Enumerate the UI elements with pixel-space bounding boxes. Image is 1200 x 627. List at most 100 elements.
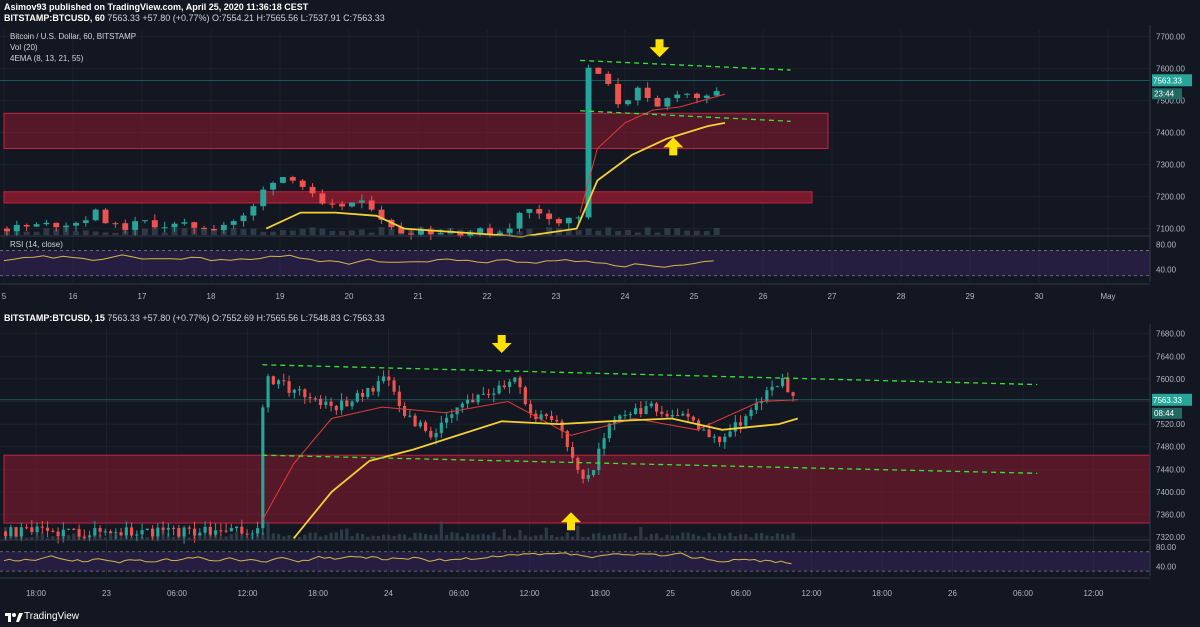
bot-volume-bar xyxy=(586,536,590,540)
bot-candle-body xyxy=(691,416,695,421)
top-candle-body xyxy=(211,228,217,231)
top-candle-body xyxy=(63,225,70,228)
bot-candle-body xyxy=(418,422,422,427)
top-x-tick: 25 xyxy=(690,292,699,301)
bot-volume-bar xyxy=(487,534,491,540)
bottom-symbol: BITSTAMP:BTCUSD, 15 xyxy=(4,313,105,323)
top-candle-body xyxy=(43,222,50,225)
bot-candle-body xyxy=(597,448,601,471)
bot-x-tick: 12:00 xyxy=(237,589,258,598)
top-volume-bar xyxy=(151,227,158,235)
bot-volume-bar xyxy=(203,534,207,540)
bot-candle-body xyxy=(198,532,202,536)
bot-volume-bar xyxy=(319,536,323,540)
bot-y-tick: 7640.00 xyxy=(1156,352,1185,361)
top-volume-bar xyxy=(82,230,89,235)
top-x-tick: 27 xyxy=(828,292,837,301)
top-volume-bar xyxy=(585,228,592,235)
bot-volume-bar xyxy=(103,537,107,540)
bot-candle-body xyxy=(450,414,454,418)
top-legend-item: Bitcoin / U.S. Dollar, 60, BITSTAMP xyxy=(10,32,136,41)
bot-volume-bar xyxy=(744,534,748,540)
bot-y-tick: 7600.00 xyxy=(1156,375,1185,384)
bot-volume-bar xyxy=(565,532,569,540)
bot-volume-bar xyxy=(686,532,690,540)
top-candle-body xyxy=(171,223,178,228)
top-x-tick: 22 xyxy=(483,292,492,301)
top-x-tick: 16 xyxy=(69,292,78,301)
bot-candle-body xyxy=(203,526,207,533)
top-volume-bar xyxy=(625,229,631,235)
top-candle-body xyxy=(536,209,543,214)
top-volume-bar xyxy=(280,229,286,235)
bot-volume-bar xyxy=(350,536,354,540)
bot-volume-bar xyxy=(198,532,202,540)
top-candle-body xyxy=(270,182,277,190)
top-rsi-label: RSI (14, close) xyxy=(10,240,63,249)
top-candle-body xyxy=(398,227,405,234)
bot-x-tick: 18:00 xyxy=(590,589,611,598)
top-candle-body xyxy=(230,221,237,225)
bot-candle-body xyxy=(424,422,428,431)
bot-candle-body xyxy=(555,419,559,422)
bot-candle-body xyxy=(765,390,769,402)
bot-candle-body xyxy=(508,381,512,388)
bot-rsi-tick: 40.00 xyxy=(1156,562,1177,571)
bot-rsi-line xyxy=(3,552,792,565)
bot-candle-body xyxy=(586,475,590,479)
top-volume-bar xyxy=(329,230,336,235)
bot-volume-bar xyxy=(544,527,548,540)
top-volume-bar xyxy=(339,230,346,235)
bot-volume-bar xyxy=(733,536,737,540)
bot-volume-bar xyxy=(691,534,695,540)
top-close: 7563.33 xyxy=(352,13,385,23)
bot-candle-body xyxy=(261,407,265,529)
bot-volume-bar xyxy=(282,536,286,540)
bot-volume-bar xyxy=(345,528,349,540)
top-candle-body xyxy=(102,209,109,224)
top-candle-body xyxy=(329,203,336,205)
bot-volume-bar xyxy=(40,532,44,540)
bot-candle-body xyxy=(208,526,212,535)
bot-volume-bar xyxy=(749,537,753,540)
top-volume-bar xyxy=(33,231,40,235)
top-x-tick: 26 xyxy=(759,292,768,301)
tradingview-brand: TradingView xyxy=(24,611,80,622)
bot-volume-bar xyxy=(644,537,648,540)
bot-volume-bar xyxy=(670,535,674,540)
top-volume-bar xyxy=(546,227,553,235)
bot-volume-bar xyxy=(224,536,228,540)
top-candle-body xyxy=(151,220,158,228)
bot-volume-bar xyxy=(723,535,727,540)
hourly-chart[interactable]: 7700.00 7600.00 7500.00 7400.00 7300.00 7200.… xyxy=(0,25,1200,307)
top-volume-bar xyxy=(260,231,267,235)
top-candle-body xyxy=(467,232,474,236)
bot-volume-bar xyxy=(271,533,275,540)
top-candle-body xyxy=(368,200,375,210)
bot-volume-bar xyxy=(476,534,480,540)
bot-volume-bar xyxy=(450,532,454,540)
bot-volume-bar xyxy=(765,535,769,540)
bot-candle-body xyxy=(161,527,165,530)
bot-x-tick: 24 xyxy=(384,589,393,598)
top-volume-bar xyxy=(201,228,208,235)
top-volume-bar xyxy=(112,232,119,235)
bot-volume-bar xyxy=(361,533,365,540)
top-candle-body xyxy=(713,91,720,96)
top-candle-body xyxy=(694,93,700,98)
bot-x-tick: 18:00 xyxy=(26,589,47,598)
bot-candle-body xyxy=(303,389,307,398)
top-candle-body xyxy=(664,98,671,107)
top-volume-bar xyxy=(654,232,661,235)
bot-candle-body xyxy=(40,526,44,528)
top-volume-bar xyxy=(565,230,572,235)
fifteen-minute-chart[interactable]: 7680.007640.007600.007560.007520.007480.… xyxy=(0,324,1200,607)
bot-volume-bar xyxy=(67,535,71,540)
bot-x-tick: 18:00 xyxy=(308,589,329,598)
bot-volume-bar xyxy=(597,533,601,540)
bot-candle-body xyxy=(193,528,197,536)
bot-volume-bar xyxy=(508,535,512,540)
bot-candle-body xyxy=(655,403,659,412)
top-volume-bar xyxy=(526,228,533,235)
bot-candle-body xyxy=(182,527,186,537)
